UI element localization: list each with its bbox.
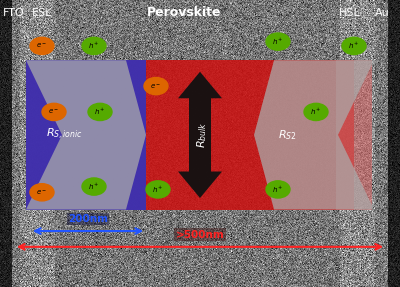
Circle shape [266, 181, 290, 198]
Circle shape [266, 33, 290, 50]
Text: $h^+$: $h^+$ [348, 41, 360, 51]
Circle shape [342, 37, 366, 55]
Text: 200nm: 200nm [68, 214, 108, 224]
Bar [336, 60, 372, 210]
Text: $R_{S,ionic}$: $R_{S,ionic}$ [46, 127, 83, 142]
Text: $e^-$: $e^-$ [36, 188, 48, 197]
Text: $e^-$: $e^-$ [150, 82, 162, 91]
Circle shape [304, 103, 328, 121]
Text: $h^+$: $h^+$ [88, 181, 100, 192]
Text: $h^+$: $h^+$ [310, 107, 322, 117]
Circle shape [146, 181, 170, 198]
Text: $h^+$: $h^+$ [272, 184, 284, 195]
Polygon shape [254, 60, 374, 210]
Text: ESL: ESL [32, 8, 52, 18]
Text: Au: Au [375, 8, 389, 18]
Text: $h^+$: $h^+$ [88, 41, 100, 51]
Text: Perovskite: Perovskite [147, 6, 221, 20]
Polygon shape [178, 72, 222, 198]
Circle shape [88, 103, 112, 121]
Circle shape [82, 178, 106, 195]
Circle shape [30, 184, 54, 201]
Circle shape [82, 37, 106, 55]
Bar [26, 60, 354, 210]
Circle shape [144, 77, 168, 95]
Text: $h^+$: $h^+$ [272, 36, 284, 47]
Text: $R_{bulk}$: $R_{bulk}$ [195, 122, 209, 148]
Text: FTO: FTO [3, 8, 25, 18]
Circle shape [42, 103, 66, 121]
Circle shape [30, 37, 54, 55]
Text: $h^+$: $h^+$ [152, 184, 164, 195]
Bar [26, 60, 146, 210]
Text: $e^-$: $e^-$ [48, 107, 60, 117]
Text: >500nm: >500nm [176, 230, 224, 240]
Text: $e^-$: $e^-$ [36, 41, 48, 51]
Text: HSL: HSL [339, 8, 361, 18]
Text: $R_{S2}$: $R_{S2}$ [278, 128, 297, 142]
Polygon shape [26, 60, 146, 210]
Text: $h^+$: $h^+$ [94, 107, 106, 117]
